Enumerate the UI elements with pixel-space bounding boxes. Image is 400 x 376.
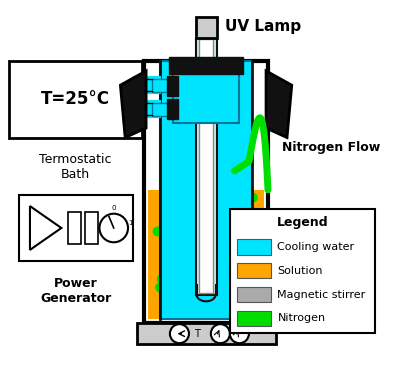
Text: UV Lamp: UV Lamp	[225, 19, 301, 33]
Circle shape	[221, 286, 230, 295]
Circle shape	[192, 298, 201, 307]
Circle shape	[213, 303, 221, 312]
Bar	[152, 79, 173, 92]
Circle shape	[220, 246, 229, 255]
Circle shape	[188, 247, 196, 256]
Circle shape	[202, 199, 210, 208]
Circle shape	[252, 303, 261, 311]
Bar	[196, 17, 216, 38]
Circle shape	[216, 253, 225, 261]
Bar	[230, 209, 374, 333]
Bar	[167, 76, 178, 96]
Circle shape	[212, 218, 220, 227]
Circle shape	[210, 223, 218, 232]
Circle shape	[204, 280, 213, 288]
Circle shape	[153, 227, 162, 236]
Circle shape	[170, 324, 189, 343]
Circle shape	[254, 255, 262, 263]
Circle shape	[183, 226, 191, 235]
Polygon shape	[30, 206, 61, 250]
Polygon shape	[120, 71, 146, 138]
Circle shape	[197, 276, 206, 285]
Text: Magnetic stirrer: Magnetic stirrer	[278, 290, 366, 300]
Circle shape	[228, 248, 237, 257]
Circle shape	[179, 299, 187, 307]
Circle shape	[240, 247, 248, 255]
Bar	[136, 323, 276, 344]
Bar	[160, 61, 252, 319]
Bar	[238, 311, 271, 326]
Circle shape	[177, 250, 185, 258]
Bar	[196, 38, 216, 295]
Circle shape	[162, 231, 171, 240]
Bar	[18, 195, 133, 261]
Bar	[152, 103, 173, 116]
Bar	[167, 100, 178, 120]
Bar	[148, 190, 264, 319]
Circle shape	[181, 246, 190, 254]
Circle shape	[230, 324, 249, 343]
Bar	[238, 240, 271, 255]
Bar	[144, 61, 268, 323]
Circle shape	[211, 324, 230, 343]
Text: Solution: Solution	[278, 266, 323, 276]
Text: Nitrogen: Nitrogen	[278, 314, 326, 323]
Circle shape	[246, 206, 255, 215]
Circle shape	[239, 206, 248, 215]
Circle shape	[197, 232, 205, 241]
Circle shape	[158, 275, 166, 284]
Text: Power
Generator: Power Generator	[40, 276, 111, 305]
Bar	[200, 39, 213, 293]
Bar	[68, 212, 81, 244]
Text: Legend: Legend	[276, 216, 328, 229]
Text: 1: 1	[128, 220, 132, 226]
Circle shape	[204, 273, 213, 282]
Text: 0: 0	[112, 205, 116, 211]
Circle shape	[167, 279, 176, 287]
Polygon shape	[266, 71, 292, 138]
Text: T=25°C: T=25°C	[41, 91, 110, 108]
Circle shape	[100, 214, 128, 242]
Circle shape	[156, 283, 164, 292]
Circle shape	[248, 193, 257, 202]
Circle shape	[219, 235, 228, 243]
Circle shape	[231, 228, 240, 237]
Bar	[85, 212, 98, 244]
Circle shape	[251, 271, 260, 280]
Text: Nitrogen Flow: Nitrogen Flow	[282, 141, 380, 153]
Bar	[238, 263, 271, 279]
Text: Cooling water: Cooling water	[278, 242, 355, 252]
Circle shape	[193, 241, 202, 250]
Circle shape	[172, 256, 181, 264]
Circle shape	[195, 276, 204, 285]
Bar	[9, 61, 142, 138]
Bar	[238, 287, 271, 302]
Bar	[173, 61, 240, 123]
Circle shape	[192, 191, 201, 199]
Circle shape	[187, 290, 196, 299]
Bar	[169, 57, 243, 74]
Circle shape	[171, 244, 179, 253]
Text: T: T	[194, 329, 200, 339]
Text: Termostatic
Bath: Termostatic Bath	[39, 153, 112, 181]
Circle shape	[189, 198, 198, 207]
Circle shape	[170, 249, 178, 257]
